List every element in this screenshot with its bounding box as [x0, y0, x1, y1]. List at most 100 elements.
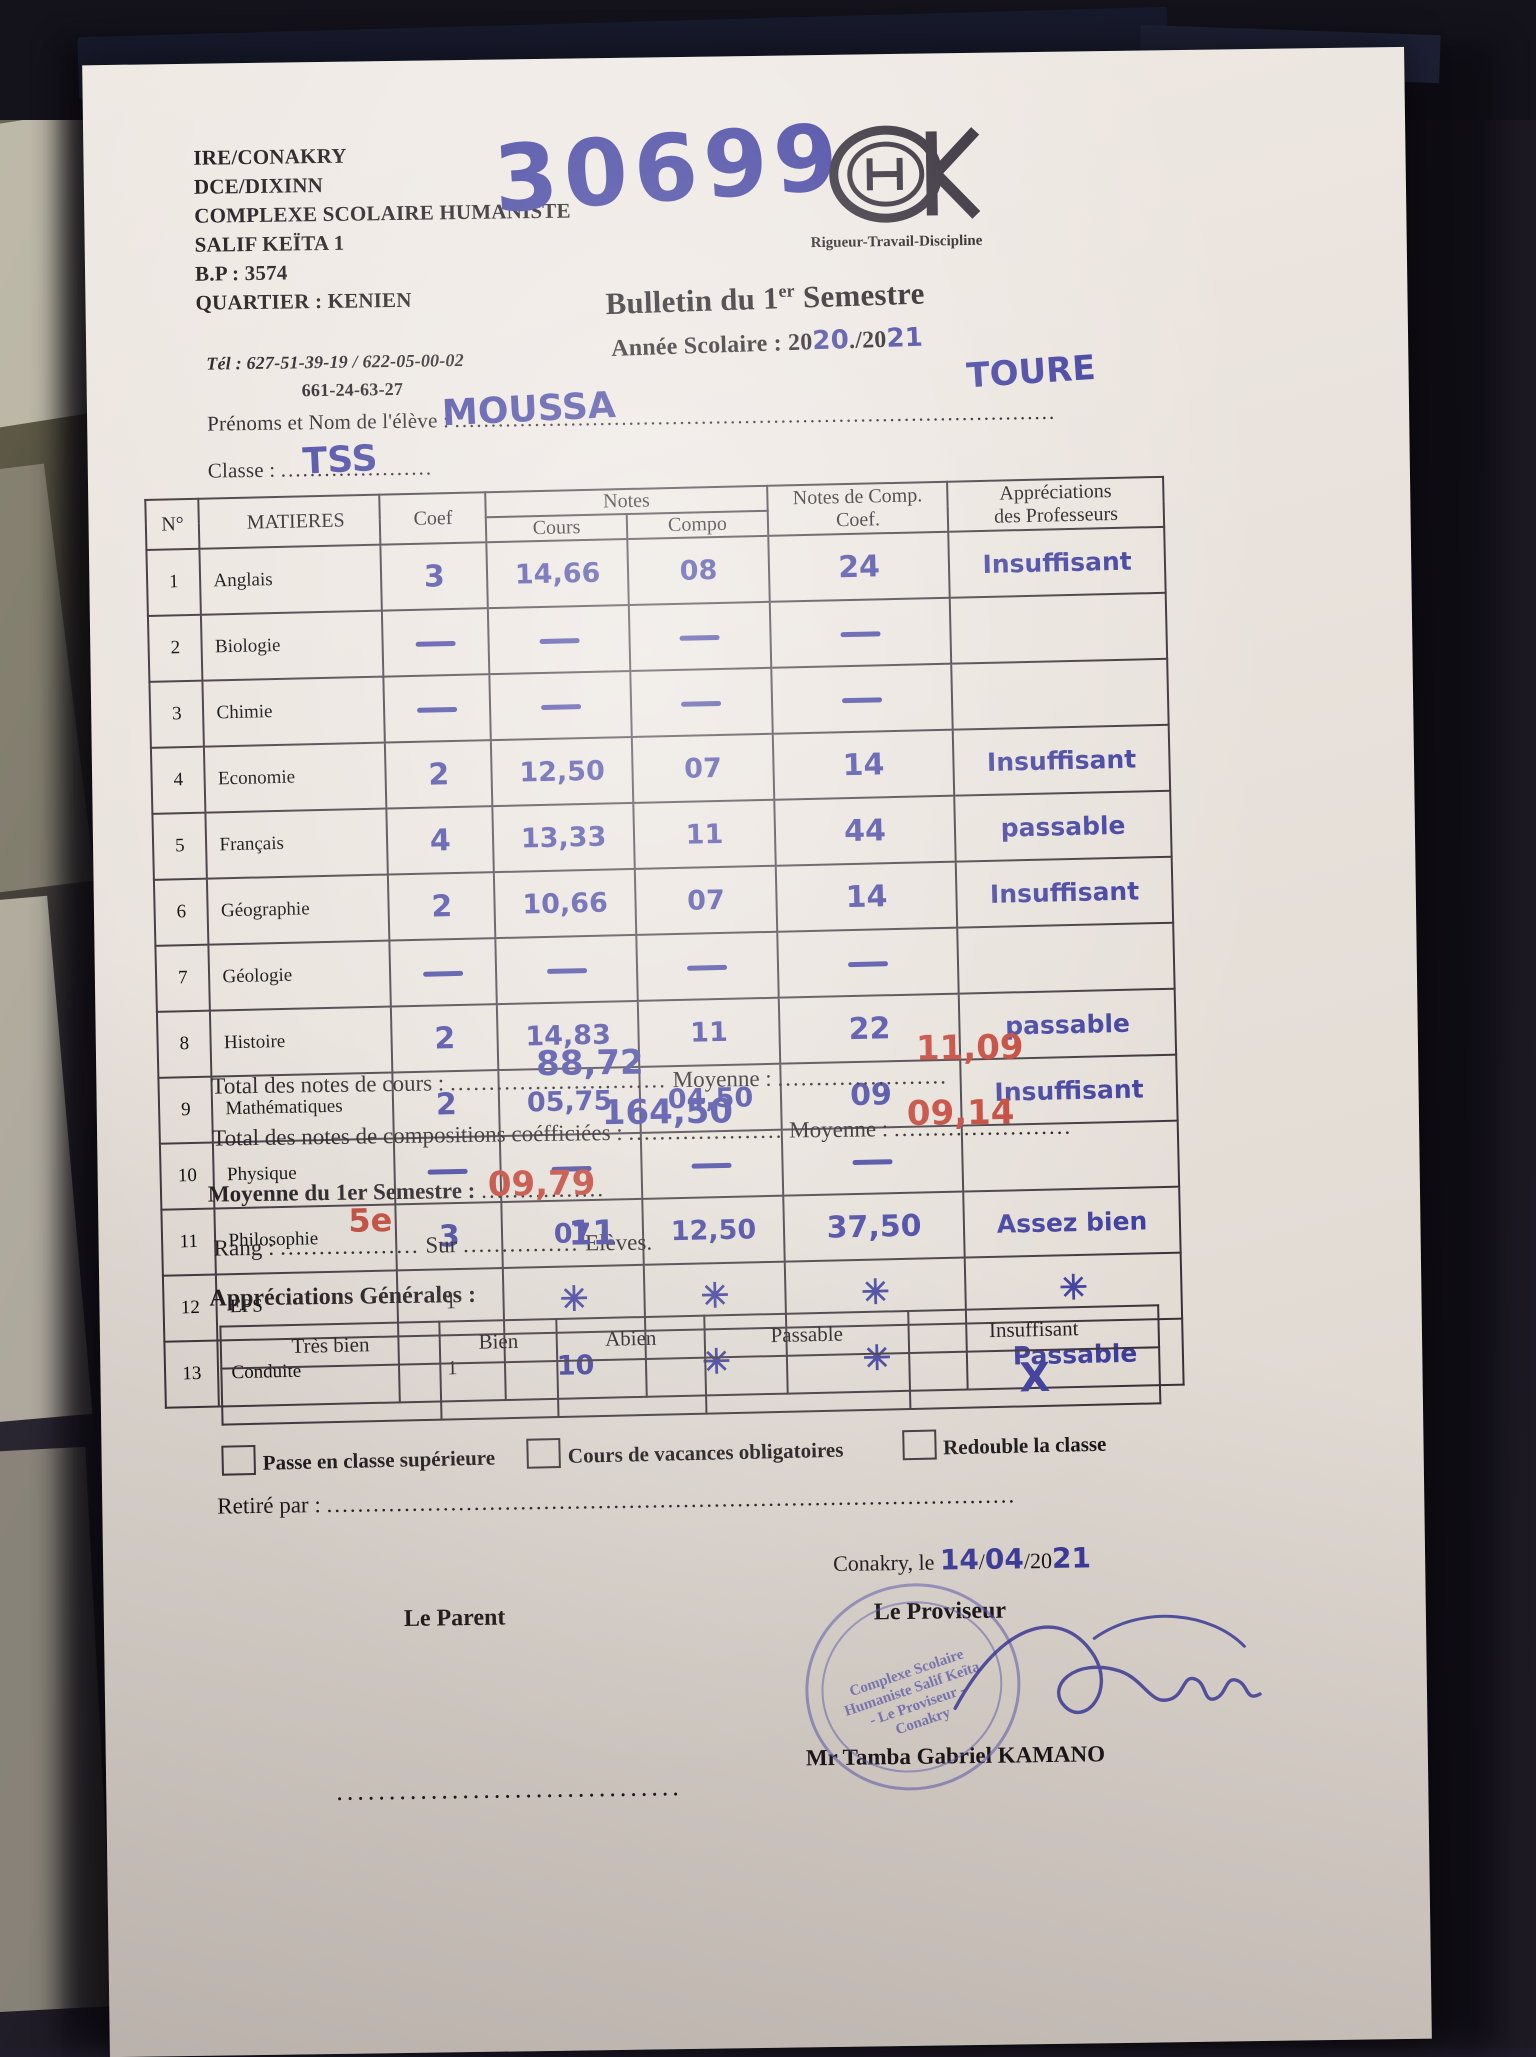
cell-appreciation-value: Insuffisant	[986, 744, 1137, 777]
header-notes-comp-main: Notes de Comp.	[792, 484, 923, 510]
cell-appreciation: Insuffisant	[955, 856, 1174, 928]
report-card-document: IRE/CONAKRY DCE/DIXINN COMPLEXE SCOLAIRE…	[82, 46, 1432, 2057]
school-motto: Rigueur-Travail-Discipline	[810, 232, 983, 252]
cell-coef-value: 2	[433, 1020, 456, 1057]
cell-no-value: 9	[180, 1099, 191, 1121]
cell-notes-comp-value: 14	[842, 746, 885, 783]
total-cours-label: Total des notes de cours :	[211, 1070, 445, 1099]
checkbox-redouble[interactable]	[901, 1429, 937, 1461]
cell-appreciation	[949, 592, 1168, 664]
cell-matiere-value: Géographie	[220, 898, 310, 922]
sur-label: Sur	[425, 1232, 458, 1258]
cell-compo: 11	[637, 997, 781, 1067]
dash-mark	[687, 964, 728, 971]
date-month: 04	[984, 1542, 1025, 1576]
cell-notes-comp: 14	[775, 861, 958, 932]
place-date-line: Conakry, le 14/04/2021	[833, 1541, 1091, 1578]
student-class-value: TSS	[301, 437, 379, 483]
appreciation-option-insuffisant[interactable]: Insuffisant	[908, 1305, 1160, 1353]
retire-par-row: Retiré par : ...........................…	[217, 1482, 1016, 1519]
cell-appreciation-value: passable	[1000, 810, 1126, 843]
moyenne-semestre-value: 09,79	[487, 1163, 596, 1205]
cell-compo-value: 12,50	[670, 1213, 757, 1247]
cell-no-value: 13	[182, 1362, 202, 1385]
telephone-line: Tél : 627-51-39-19 / 622-05-00-02	[206, 350, 464, 375]
appreciation-cell-bien[interactable]	[440, 1360, 559, 1420]
cell-no-value: 12	[180, 1296, 201, 1319]
cell-notes-comp-value: 24	[837, 548, 881, 585]
appreciation-cell-insuffisant[interactable]: X	[909, 1347, 1161, 1409]
cell-notes-comp	[769, 597, 952, 668]
checkbox-passe[interactable]	[221, 1444, 256, 1476]
title-main: Bulletin du 1	[604, 280, 780, 322]
appreciation-cell-passable[interactable]	[705, 1352, 911, 1414]
title-tail: Semestre	[794, 275, 926, 315]
grades-table-body: 1 Anglais 3 14,66 08 24 Insuffisant 2 Biologie 3 C…	[146, 526, 1184, 1408]
cell-no: 6	[153, 878, 209, 946]
dash-mark	[539, 638, 580, 645]
date-year: 21	[1051, 1541, 1092, 1575]
cell-cours-value: 13,33	[520, 821, 607, 855]
cell-no-value: 7	[177, 967, 188, 989]
date-year-prefix: /20	[1023, 1547, 1053, 1574]
student-name-label: Prénoms et Nom de l'élève :	[207, 408, 450, 436]
appreciation-option-très-bien[interactable]: Très bien	[220, 1321, 441, 1369]
decision-redouble[interactable]: Redouble la classe	[901, 1426, 1107, 1462]
school-year-line: Année Scolaire : 2020./2021	[611, 323, 924, 363]
cell-notes-comp-value: 37,50	[826, 1208, 922, 1246]
cell-cours	[489, 670, 632, 741]
cell-coef-value: 2	[430, 888, 453, 925]
cell-cours: 12,50	[490, 736, 634, 807]
cell-matiere-value: Géologie	[222, 964, 293, 988]
cell-matiere: Economie	[204, 742, 387, 813]
cell-appreciation	[951, 658, 1169, 730]
cell-matiere-value: Economie	[217, 766, 296, 790]
tel-label: Tél :	[206, 353, 242, 374]
cell-matiere-value: Biologie	[214, 634, 281, 658]
header-no: N°	[145, 498, 200, 550]
cell-matiere-value: Français	[219, 832, 285, 856]
decision-passe[interactable]: Passe en classe supérieure	[221, 1439, 522, 1477]
cell-coef	[389, 938, 497, 1007]
cell-no-value: 1	[168, 571, 179, 593]
cell-no: 4	[150, 746, 206, 814]
dash-mark	[427, 1168, 468, 1175]
cell-no: 10	[159, 1142, 215, 1210]
cell-appreciation: Insuffisant	[948, 526, 1166, 598]
tel-primary: 627-51-39-19 / 622-05-00-02	[246, 350, 465, 374]
appreciation-option-bien[interactable]: Bien	[439, 1318, 558, 1364]
cell-appreciation-value: Assez bien	[996, 1205, 1148, 1239]
decision-vacances[interactable]: Cours de vacances obligatoires	[526, 1430, 897, 1469]
appreciation-option-passable[interactable]: Passable	[704, 1311, 910, 1358]
appreciation-selected-mark: X	[1018, 1354, 1051, 1402]
cell-matiere-value: Chimie	[216, 701, 273, 724]
school-year-mid: ./20	[848, 326, 887, 355]
cell-notes-comp	[771, 663, 953, 734]
cell-compo: 08	[627, 535, 770, 606]
org-line-quartier: QUARTIER : KENIEN	[195, 287, 412, 315]
appreciations-generales-title: Appréciations Générales :	[209, 1281, 477, 1312]
cell-matiere: Géographie	[207, 874, 390, 945]
cell-coef: 2	[388, 872, 496, 941]
cell-no: 1	[146, 548, 202, 616]
parent-signature-label: Le Parent	[403, 1604, 506, 1632]
appreciation-cell-très-bien[interactable]	[221, 1363, 442, 1425]
cell-appreciation-value: passable	[1004, 1008, 1131, 1041]
decision-passe-label: Passe en classe supérieure	[262, 1445, 496, 1475]
cell-coef-value: 3	[423, 558, 446, 595]
cell-appreciation	[957, 922, 1175, 994]
dash-mark	[848, 961, 889, 968]
dash-mark	[840, 631, 881, 638]
appreciation-cell-abien[interactable]	[557, 1357, 707, 1417]
appreciation-option-abien[interactable]: Abien	[556, 1315, 706, 1361]
header-appreciations: Appréciations des Professeurs	[947, 476, 1165, 532]
cell-compo-value: 08	[679, 554, 718, 587]
cell-matiere: Chimie	[202, 676, 386, 747]
cell-compo: 07	[631, 733, 775, 803]
dash-mark	[415, 640, 456, 647]
cell-notes-comp-value: 22	[848, 1010, 891, 1047]
header-matieres: MATIERES	[198, 494, 381, 549]
cell-cours: 10,66	[493, 868, 637, 939]
cell-no: 11	[161, 1208, 217, 1276]
checkbox-vacances[interactable]	[526, 1438, 562, 1469]
